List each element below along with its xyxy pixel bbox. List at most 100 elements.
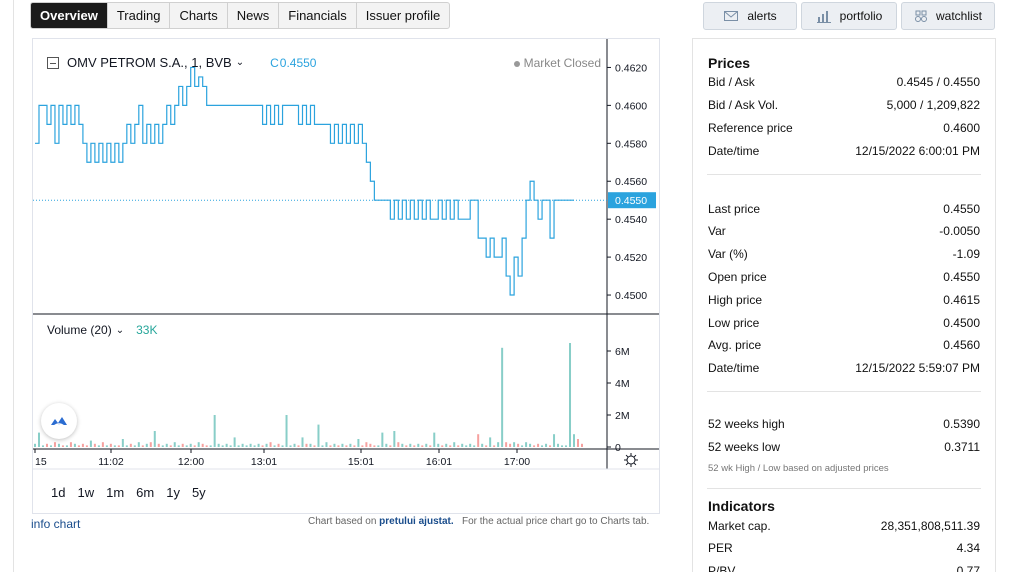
info-chart-link[interactable]: info chart [31, 517, 81, 531]
chevron-down-icon[interactable]: ⌄ [115, 324, 125, 336]
volume-bar [117, 445, 120, 447]
watchlist-button[interactable]: watchlist [901, 2, 995, 30]
data-row: Bid / Ask 0.4545 / 0.4550 [708, 71, 980, 94]
tab-overview[interactable]: Overview [31, 3, 108, 28]
row-label: Date/time [708, 143, 760, 158]
volume-bar [97, 445, 100, 447]
symbol-label[interactable]: OMV PETROM S.A., 1, BVB [67, 55, 232, 70]
y-tick-label: 0.4540 [615, 214, 647, 226]
volume-bar [545, 443, 548, 447]
row-label: Date/time [708, 361, 760, 376]
volume-bar [129, 443, 132, 447]
volume-bar [69, 442, 72, 447]
data-row: Var (%) -1.09 [708, 243, 980, 266]
data-row: 52 weeks low 0.3711 [708, 435, 980, 458]
left-divider [13, 0, 14, 572]
row-label: Market cap. [708, 518, 771, 533]
chart-canvas[interactable]: 0.4620 0.4600 0.4580 0.4560 0.4540 0.4520 0.45… [33, 39, 659, 513]
divider [707, 390, 981, 392]
volume-bar [373, 445, 376, 447]
volume-bar [301, 437, 304, 447]
volume-bar [521, 445, 524, 447]
row-label: Var [708, 224, 726, 239]
volume-bar [101, 442, 104, 447]
range-1d-button[interactable]: 1d [51, 485, 66, 500]
volume-value: 33K [136, 323, 158, 337]
volume-bar [349, 443, 352, 447]
gear-icon-tooth [625, 462, 629, 466]
tradingview-logo-icon[interactable] [41, 403, 77, 439]
volume-bar [297, 445, 300, 447]
alerts-label: alerts [747, 9, 777, 23]
range-5y-button[interactable]: 5y [191, 485, 206, 500]
tab-issuer-profile[interactable]: Issuer profile [365, 8, 441, 23]
volume-bar [417, 443, 420, 447]
data-row: High price 0.4615 [708, 288, 980, 311]
volume-bar [537, 443, 540, 447]
tab-news[interactable]: News [228, 3, 280, 28]
volume-bar [465, 445, 468, 447]
volume-bar [305, 443, 308, 447]
envelope-icon [724, 11, 739, 21]
range-1m-button[interactable]: 1m [106, 485, 125, 500]
y-tick-label: 0.4620 [615, 62, 647, 74]
volume-bar [533, 445, 536, 447]
tab-charts[interactable]: Charts [170, 3, 228, 28]
tab-financials[interactable]: Financials [279, 3, 357, 28]
volume-bar [453, 442, 456, 447]
volume-bar [41, 445, 44, 447]
volume-bar [109, 443, 112, 447]
weeks52-section: 52 weeks high 0.5390 52 weeks low 0.3711 [708, 413, 980, 459]
gear-icon[interactable] [624, 453, 638, 467]
y-tick-label: 0.4580 [615, 138, 647, 150]
adjusted-price-link[interactable]: pretului ajustat. [379, 516, 454, 527]
portfolio-button[interactable]: portfolio [801, 2, 897, 30]
volume-bar [529, 443, 532, 447]
volume-bar [34, 443, 36, 447]
volume-bar [505, 442, 508, 447]
row-value: 0.4500 [943, 315, 980, 330]
volume-bar [429, 445, 432, 447]
data-row: Var -0.0050 [708, 220, 980, 243]
collapse-icon[interactable] [47, 56, 59, 69]
volume-bar [333, 443, 336, 447]
volume-bar [576, 439, 579, 447]
prices-section: Bid / Ask 0.4545 / 0.4550 Bid / Ask Vol. 5,… [708, 71, 980, 162]
y-tick-label: 0.4520 [615, 252, 647, 264]
chevron-down-icon[interactable]: ⌄ [235, 57, 245, 68]
volume-bar [221, 445, 224, 447]
close-value: 0.4550 [279, 55, 317, 70]
last-price-label: 0.4550 [615, 195, 647, 207]
volume-bar [485, 445, 488, 447]
row-value: 4.34 [956, 541, 980, 556]
quote-panel: Prices Bid / Ask 0.4545 / 0.4550 Bid / Ask… [692, 38, 996, 572]
volume-bar [353, 445, 356, 447]
volume-bar [397, 442, 400, 447]
volume-bar [497, 442, 500, 447]
price-chart[interactable]: 0.4620 0.4600 0.4580 0.4560 0.4540 0.4520 0.45… [32, 38, 660, 514]
volume-bar [293, 443, 296, 447]
row-value: 0.77 [956, 564, 980, 572]
range-1w-button[interactable]: 1w [77, 485, 95, 500]
alerts-button[interactable]: alerts [703, 2, 797, 30]
volume-bar [345, 445, 348, 447]
data-row: P/BV 0.77 [708, 560, 980, 572]
volume-bar [145, 443, 148, 447]
volume-label[interactable]: Volume (20) [47, 323, 112, 337]
volume-bar [325, 442, 328, 447]
volume-bar [413, 445, 416, 447]
tab-trading[interactable]: Trading [108, 3, 171, 28]
volume-bar [165, 443, 168, 447]
range-6m-button[interactable]: 6m [136, 485, 155, 500]
last-price-badge [608, 192, 656, 209]
volume-bar [557, 443, 560, 447]
note-suffix: For the actual price chart go to Charts … [461, 516, 650, 527]
volume-bar [493, 445, 496, 447]
row-value: 0.4600 [943, 120, 980, 135]
volume-bar [257, 443, 260, 447]
range-1y-button[interactable]: 1y [166, 485, 180, 500]
row-value: 0.4560 [943, 338, 980, 353]
volume-bar [89, 440, 92, 447]
row-value: 12/15/2022 5:59:07 PM [855, 361, 980, 376]
volume-bar [409, 443, 412, 447]
